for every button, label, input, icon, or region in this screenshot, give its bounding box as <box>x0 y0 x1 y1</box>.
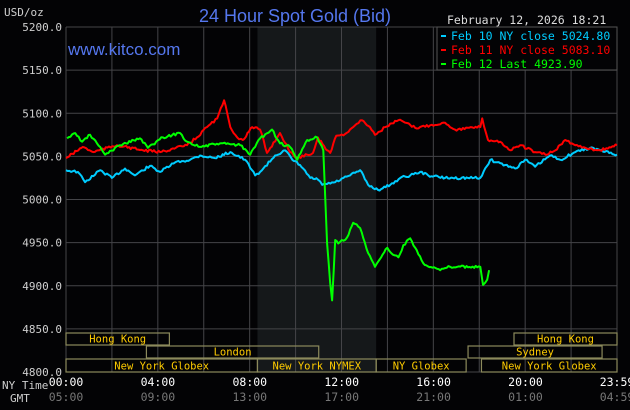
x-tick-gmt: 21:00 <box>416 390 451 404</box>
x-tick-gmt: 09:00 <box>141 390 176 404</box>
session-bar <box>467 345 603 359</box>
session-label: New York Globex <box>114 361 209 373</box>
x-tick-gmt: 04:59 <box>600 390 630 404</box>
session-bar <box>375 358 467 373</box>
session-label: London <box>214 347 252 359</box>
session-label: Sydney <box>516 347 554 359</box>
y-tick-label: 5200.0 <box>22 21 62 34</box>
legend-box <box>436 26 618 71</box>
y-tick-label: 5150.0 <box>22 64 62 77</box>
y-tick-label: 4850.0 <box>22 323 62 336</box>
x-tick-ny: 16:00 <box>416 375 451 389</box>
series-line <box>65 146 618 192</box>
x-tick-gmt: 05:00 <box>49 390 84 404</box>
y-tick-label: 5050.0 <box>22 150 62 163</box>
x-tick-ny: 08:00 <box>232 375 267 389</box>
session-bar <box>513 332 618 346</box>
legend-entry: Feb 10 NY close 5024.80 <box>451 29 610 43</box>
series-line <box>66 128 491 302</box>
unit-label: USD/oz <box>4 6 44 19</box>
timestamp: February 12, 2026 18:21 <box>447 13 606 27</box>
chart-title: 24 Hour Spot Gold (Bid) <box>199 6 391 26</box>
y-tick-label: 4900.0 <box>22 280 62 293</box>
session-bar <box>480 358 618 373</box>
x-tick-gmt: 13:00 <box>232 390 267 404</box>
legend-entry: Feb 11 NY close 5083.10 <box>451 43 610 57</box>
x-tick-ny: 20:00 <box>508 375 543 389</box>
x-tick-gmt: 01:00 <box>508 390 543 404</box>
x-axis-ny-label: NY Time <box>2 379 48 392</box>
session-label: New York NYMEX <box>273 361 362 373</box>
session-bar <box>65 332 170 346</box>
x-tick-gmt: 17:00 <box>324 390 359 404</box>
legend-entry: Feb 12 Last 4923.90 <box>451 57 583 71</box>
x-tick-ny: 12:00 <box>324 375 359 389</box>
x-tick-ny: 04:00 <box>141 375 176 389</box>
session-label: New York Globex <box>502 361 597 373</box>
session-label: NY Globex <box>393 361 450 373</box>
x-tick-ny: 00:00 <box>49 375 84 389</box>
y-tick-label: 5000.0 <box>22 194 62 207</box>
session-bar <box>145 345 320 359</box>
x-axis-gmt-label: GMT <box>10 392 30 405</box>
y-tick-label: 4950.0 <box>22 237 62 250</box>
session-label: Hong Kong <box>89 334 146 346</box>
y-tick-label: 4800.0 <box>22 366 62 379</box>
session-label: Hong Kong <box>537 334 594 346</box>
y-tick-label: 5100.0 <box>22 107 62 120</box>
series-line <box>65 99 618 160</box>
x-tick-ny: 23:59 <box>600 375 630 389</box>
watermark: www.kitco.com <box>67 40 180 59</box>
